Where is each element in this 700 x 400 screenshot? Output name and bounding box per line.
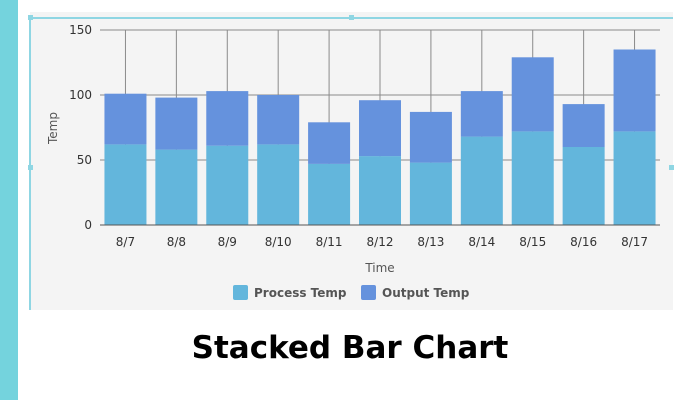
y-axis-title: Temp [46,112,60,145]
resize-handle-top-left[interactable] [28,15,33,20]
x-tick-label: 8/9 [218,235,237,249]
x-axis-title: Time [364,261,394,275]
x-tick-label: 8/8 [167,235,186,249]
y-tick-label: 150 [69,23,92,37]
bar-output-temp [613,49,656,132]
bar-output-temp [409,111,452,163]
legend-swatch-process-temp [233,285,248,300]
bar-process-temp [257,144,300,225]
bar-output-temp [104,93,147,145]
bar-output-temp [308,122,351,164]
x-tick-label: 8/12 [367,235,394,249]
bar-output-temp [155,97,198,150]
bar-output-temp [257,95,300,145]
x-tick-label: 8/14 [468,235,495,249]
x-tick-label: 8/10 [265,235,292,249]
bar-process-temp [409,162,452,225]
caption-title: Stacked Bar Chart [191,330,509,366]
y-tick-label: 50 [77,153,92,167]
bar-process-temp [613,131,656,225]
bar-process-temp [460,136,503,225]
bar-output-temp [460,91,503,137]
legend-label-process-temp: Process Temp [254,286,347,300]
resize-handle-top-middle[interactable] [349,15,354,20]
legend-swatch-output-temp [361,285,376,300]
x-tick-label: 8/17 [621,235,648,249]
bar-process-temp [308,163,351,225]
bar-process-temp [104,144,147,225]
bars [104,49,656,225]
bar-output-temp [511,57,554,132]
x-tick-label: 8/11 [316,235,343,249]
legend: Process Temp Output Temp [233,285,470,300]
x-tick-label: 8/16 [570,235,597,249]
bar-output-temp [359,100,401,157]
bar-output-temp [206,91,249,146]
x-tick-label: 8/13 [417,235,444,249]
x-tick-label: 8/7 [116,235,135,249]
selection-border-left [29,17,31,310]
stacked-bar-chart: 0 50 100 150 8/7 8/8 8/9 8/10 8/11 8/12 8/13 8/14 8/… [46,23,660,300]
axes: 0 50 100 150 8/7 8/8 8/9 8/10 8/11 8/12 8/13 8/14 8/… [69,23,660,249]
bar-process-temp [562,147,605,225]
bar-process-temp [155,149,198,225]
legend-label-output-temp: Output Temp [382,286,470,300]
x-tick-label: 8/15 [519,235,546,249]
bar-output-temp [562,104,605,147]
bar-process-temp [511,131,554,225]
resize-handle-middle-right[interactable] [669,165,674,170]
left-accent-strip [0,0,18,400]
bar-process-temp [206,145,249,225]
y-tick-label: 0 [84,218,92,232]
bar-process-temp [359,156,401,225]
y-tick-label: 100 [69,88,92,102]
resize-handle-middle-left[interactable] [28,165,33,170]
